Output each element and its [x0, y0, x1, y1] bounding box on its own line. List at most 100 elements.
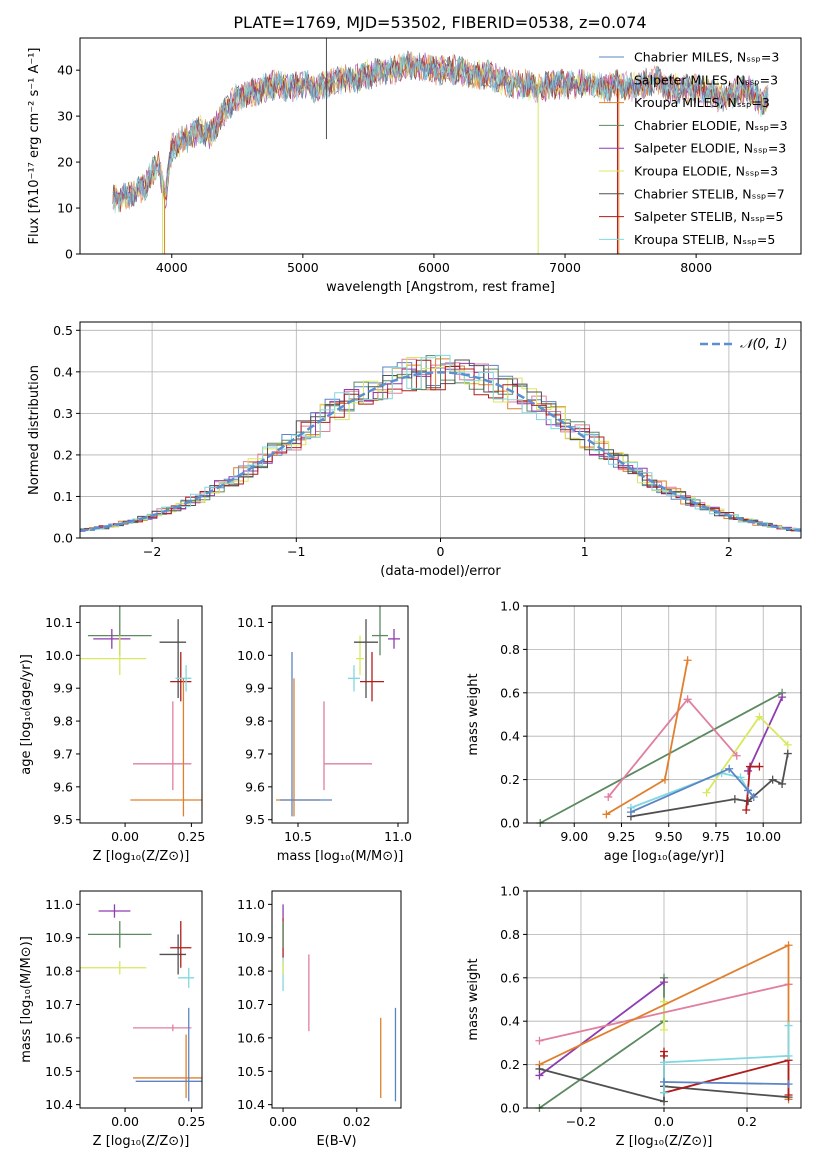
axes-frame: [271, 605, 409, 824]
weight-marker-salpeter_stelib: [742, 805, 751, 814]
y-tick-label: 10: [57, 201, 73, 216]
weight-line-kroupa_stelib: [630, 772, 749, 809]
weight-marker-kroupa_miles: [602, 810, 611, 819]
legend-label: Chabrier MILES, Nₛₛₚ=3: [634, 50, 779, 65]
y-tick-label: 10.1: [45, 615, 73, 630]
x-tick-label: 1: [581, 544, 589, 559]
weight-marker-kroupa_stelib: [784, 1051, 793, 1060]
y-tick-label: 9.7: [53, 746, 73, 761]
residuals-panel: −2 −1 0 1 2 0.0 0.1 0.2 0.3 0.4 0.5 (data-model)/er…: [27, 321, 802, 579]
y-tick-label: 9.5: [245, 812, 265, 827]
age_vs_mass-panel: 10.5 11.0 9.5 9.6 9.7 9.8 9.9 10.0 10.1 mass [log…: [237, 605, 412, 864]
x-axis-label: mass [log₁₀(M/M⊙)]: [277, 849, 404, 864]
x-tick-label: 0.00: [111, 829, 139, 844]
y-tick-label: 11.0: [45, 897, 73, 912]
weight-line-chabrier_elodie: [538, 977, 665, 1109]
legend-label: Chabrier STELIB, Nₛₛₚ=7: [634, 186, 785, 201]
y-axis-label: age [log₁₀(age/yr)]: [19, 654, 34, 775]
legend-label: 𝒩(0, 1): [740, 337, 787, 352]
weight-line-kroupa_stelib: [663, 1025, 790, 1093]
plots-container: 4000 5000 6000 7000 8000010203040wavelength …: [19, 37, 802, 1149]
y-tick-label: 0.2: [500, 1057, 520, 1072]
y-tick-label: 9.6: [53, 779, 73, 794]
weight-line-chabrier_miles: [663, 1081, 789, 1085]
y-tick-label: 10.8: [237, 964, 265, 979]
y-tick-label: 10.5: [45, 1064, 73, 1079]
y-tick-label: 0.4: [500, 729, 520, 744]
age_vs_Z-panel: 0.00 0.25 9.5 9.6 9.7 9.8 9.9 10.0 10.1 Z [log₁₀(…: [19, 605, 205, 864]
spectrum-legend: Chabrier MILES, Nₛₛₚ=3 Salpeter MILES, Nₛ…: [599, 50, 788, 247]
weight-line-salpeter_miles: [539, 983, 789, 1042]
axes-frame: [526, 605, 802, 824]
x-axis-label: age [log₁₀(age/yr)]: [604, 849, 725, 864]
weight-line-salpeter_stelib: [663, 1051, 790, 1095]
weight-marker-chabrier_miles: [749, 792, 758, 801]
weight-marker-kroupa_elodie: [755, 712, 764, 721]
legend-label: Salpeter MILES, Nₛₛₚ=3: [634, 72, 778, 87]
y-tick-label: 11.0: [237, 897, 265, 912]
y-tick-label: 0.3: [53, 406, 73, 421]
y-tick-label: 0.6: [500, 970, 520, 985]
weight-marker-kroupa_miles: [683, 656, 692, 665]
y-axis-label: mass weight: [466, 958, 481, 1040]
weight-marker-kroupa_stelib: [660, 1058, 668, 1067]
weight-marker-salpeter_elodie: [744, 766, 753, 775]
x-tick-label: −1: [287, 544, 305, 559]
weight-marker-chabrier_miles: [660, 1077, 668, 1086]
x-axis-label: Z [log₁₀(Z/Z⊙)]: [93, 1134, 190, 1149]
y-tick-label: 40: [57, 63, 73, 78]
legend-label: Salpeter STELIB, Nₛₛₚ=5: [634, 209, 784, 224]
x-axis-label: E(B-V): [316, 1134, 356, 1149]
weight-line-salpeter_elodie: [538, 981, 665, 1077]
y-tick-label: 0.0: [500, 816, 520, 831]
errorbars: [276, 606, 400, 817]
weight-marker-chabrier_stelib: [660, 1097, 668, 1106]
x-tick-label: 9.00: [560, 829, 588, 844]
y-tick-label: 9.7: [245, 746, 265, 761]
y-tick-label: 10.1: [237, 615, 265, 630]
y-tick-label: 10.6: [45, 1030, 73, 1045]
x-tick-label: 0.00: [269, 1114, 297, 1129]
x-tick-label: 0.2: [737, 1114, 757, 1129]
legend-label: Kroupa STELIB, Nₛₛₚ=5: [634, 232, 775, 247]
weight-marker-kroupa_miles: [784, 941, 793, 950]
y-tick-label: 10.4: [237, 1097, 265, 1112]
weight-marker-salpeter_miles: [683, 695, 692, 704]
errorbars: [282, 904, 397, 1102]
x-tick-label: 11.0: [384, 829, 412, 844]
weight-marker-salpeter_miles: [535, 1036, 544, 1045]
y-tick-label: 9.8: [245, 714, 265, 729]
weight-line-salpeter_elodie: [747, 696, 783, 772]
axes-frame: [79, 605, 203, 824]
axes-frame: [79, 890, 203, 1109]
y-tick-label: 0.4: [53, 364, 73, 379]
mass_vs_ebv-panel: 0.00 0.02 10.4 10.5 10.6 10.7 10.8 10.9 11.0 E(B-…: [237, 890, 402, 1149]
y-axis-label: mass weight: [466, 673, 481, 755]
y-tick-label: 10.9: [45, 930, 73, 945]
weight-marker-chabrier_miles: [626, 808, 635, 817]
legend-label: Kroupa MILES, Nₛₛₚ=3: [634, 95, 770, 110]
y-tick-label: 10.8: [45, 964, 73, 979]
weight-line-chabrier_miles: [630, 767, 755, 813]
spectrum-line-chabrier_miles: [112, 53, 769, 207]
weight-marker-kroupa_miles: [660, 775, 669, 784]
x-tick-label: 0.02: [343, 1114, 371, 1129]
y-tick-label: 0.2: [53, 447, 73, 462]
y-tick-label: 1.0: [500, 884, 520, 899]
weight-marker-salpeter_elodie: [778, 693, 787, 702]
x-tick-label: 8000: [680, 260, 712, 275]
weight-marker-chabrier_stelib: [768, 775, 777, 784]
x-axis-label: wavelength [Angstrom, rest frame]: [326, 280, 555, 295]
x-tick-label: 0: [437, 544, 445, 559]
y-tick-label: 0.6: [500, 685, 520, 700]
y-tick-label: 10.0: [45, 648, 73, 663]
x-axis-label: Z [log₁₀(Z/Z⊙)]: [616, 1134, 713, 1149]
weight-line-salpeter_miles: [607, 697, 738, 798]
y-axis-label: Normed distribution: [27, 365, 42, 495]
x-tick-label: 0.0: [654, 1114, 674, 1129]
x-tick-label: 0.00: [111, 1114, 139, 1129]
y-tick-label: 9.5: [53, 812, 73, 827]
y-axis-label: Flux [fλ10⁻¹⁷ erg cm⁻² s⁻¹ A⁻¹]: [27, 48, 42, 245]
axes-frame: [271, 890, 402, 1109]
y-tick-label: 1.0: [500, 599, 520, 614]
